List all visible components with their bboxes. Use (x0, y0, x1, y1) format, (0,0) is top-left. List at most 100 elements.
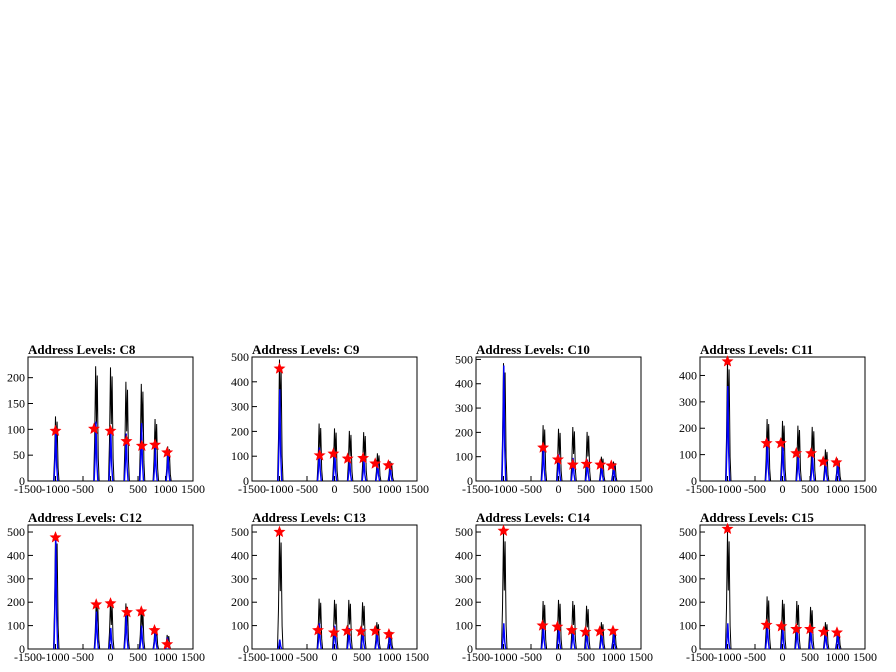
peak-marker (721, 355, 734, 367)
filtered-peak (764, 438, 770, 482)
filtered-peak (316, 447, 322, 482)
y-tick-label: 200 (231, 595, 249, 609)
x-tick-label: 1500 (853, 650, 877, 664)
x-tick-label: 1500 (853, 482, 877, 496)
x-tick-label: 1500 (405, 650, 429, 664)
filtered-peak (93, 421, 99, 482)
x-tick-label: 500 (353, 482, 371, 496)
peak-marker (606, 624, 619, 637)
chart-panel-4: Address Levels: C12 0 100 200 300 400 500 -1500… (7, 510, 205, 664)
peak-marker (805, 446, 818, 459)
x-tick-label: 1500 (629, 650, 653, 664)
x-tick-label: 500 (577, 482, 595, 496)
x-tick-label: -500 (296, 650, 318, 664)
y-tick-label: 200 (231, 424, 249, 438)
peak-marker (369, 624, 382, 637)
y-tick-label: 500 (679, 525, 697, 539)
peak-marker (90, 598, 103, 610)
peak-marker (104, 597, 117, 609)
peak-marker (49, 424, 62, 436)
peak-marker (121, 605, 133, 618)
peak-marker (775, 619, 788, 632)
x-tick-label: 500 (129, 650, 147, 664)
x-tick-label: 500 (577, 650, 595, 664)
peak-marker (790, 446, 803, 459)
x-tick-label: -1500 (14, 482, 42, 496)
y-tick-label: 500 (231, 350, 249, 364)
chart-title: Address Levels: C14 (476, 510, 590, 525)
x-tick-label: -1500 (462, 482, 490, 496)
y-tick-label: 0 (691, 642, 697, 656)
y-tick-label: 300 (455, 401, 473, 415)
y-tick-label: 0 (19, 474, 25, 488)
y-tick-label: 400 (7, 548, 25, 562)
x-tick-label: -1500 (462, 650, 490, 664)
filtered-peak (360, 628, 366, 650)
x-tick-label: -1000 (42, 482, 70, 496)
peak-marker (313, 449, 326, 461)
x-tick-label: -500 (72, 650, 94, 664)
chart-panel-2: Address Levels: C10 0 100 200 300 400 500 -1500… (455, 342, 653, 496)
peak-marker (536, 619, 549, 631)
peak-marker (354, 625, 367, 637)
filtered-peak (725, 386, 731, 482)
y-tick-label: 400 (679, 368, 697, 382)
y-tick-label: 500 (455, 525, 473, 539)
x-tick-label: -1000 (714, 482, 742, 496)
peak-marker (774, 437, 787, 449)
x-tick-label: 500 (129, 482, 147, 496)
peak-marker (790, 622, 803, 635)
x-tick-label: 0 (780, 650, 786, 664)
y-tick-label: 500 (455, 352, 473, 366)
x-tick-label: -1500 (14, 650, 42, 664)
peak-marker (135, 605, 148, 617)
filtered-peak (277, 639, 283, 650)
peak-marker (817, 455, 830, 467)
peak-marker (88, 422, 100, 434)
x-tick-label: 500 (801, 482, 819, 496)
x-tick-label: 0 (556, 482, 562, 496)
filtered-peak (725, 623, 731, 650)
y-tick-label: 200 (455, 425, 473, 439)
x-tick-label: 1000 (378, 650, 402, 664)
peak-marker (341, 452, 354, 464)
x-tick-label: -1500 (686, 482, 714, 496)
peak-marker (357, 451, 370, 464)
peak-marker (551, 620, 564, 632)
peak-marker (135, 439, 148, 451)
histogram-peak (346, 430, 354, 482)
y-tick-label: 300 (455, 572, 473, 586)
x-tick-label: -1000 (266, 482, 294, 496)
y-tick-label: 100 (231, 619, 249, 633)
chart-panel-6: Address Levels: C14 0 100 200 300 400 500 -1500… (455, 510, 653, 664)
y-tick-label: 400 (455, 548, 473, 562)
peak-marker (551, 453, 565, 465)
x-tick-label: -1500 (686, 650, 714, 664)
y-tick-label: 300 (7, 572, 25, 586)
x-tick-label: -1000 (42, 650, 70, 664)
y-tick-label: 0 (467, 642, 473, 656)
histogram-peak (501, 532, 508, 650)
peak-marker (721, 522, 734, 535)
peak-marker (341, 624, 354, 637)
peak-marker (382, 628, 395, 640)
x-tick-label: 0 (332, 482, 338, 496)
chart-panel-0: Address Levels: C8 0 50 100 150 200 -1500 -1000… (7, 342, 205, 496)
peak-marker (327, 447, 340, 459)
peak-marker (49, 531, 62, 543)
x-tick-label: 1000 (826, 650, 850, 664)
peak-marker (579, 625, 592, 638)
x-tick-label: 1500 (181, 482, 205, 496)
y-tick-label: 500 (231, 525, 249, 539)
y-tick-label: 100 (679, 448, 697, 462)
chart-panel-1: Address Levels: C90100200300400500-1500-… (231, 342, 429, 496)
peak-marker (273, 525, 286, 538)
peak-marker (817, 625, 830, 638)
peak-marker (760, 437, 773, 449)
y-tick-label: 0 (243, 642, 249, 656)
chart-title: Address Levels: C10 (476, 342, 590, 357)
histogram-peak (277, 533, 284, 650)
filtered-peak (346, 627, 352, 650)
filtered-peak (584, 459, 590, 482)
